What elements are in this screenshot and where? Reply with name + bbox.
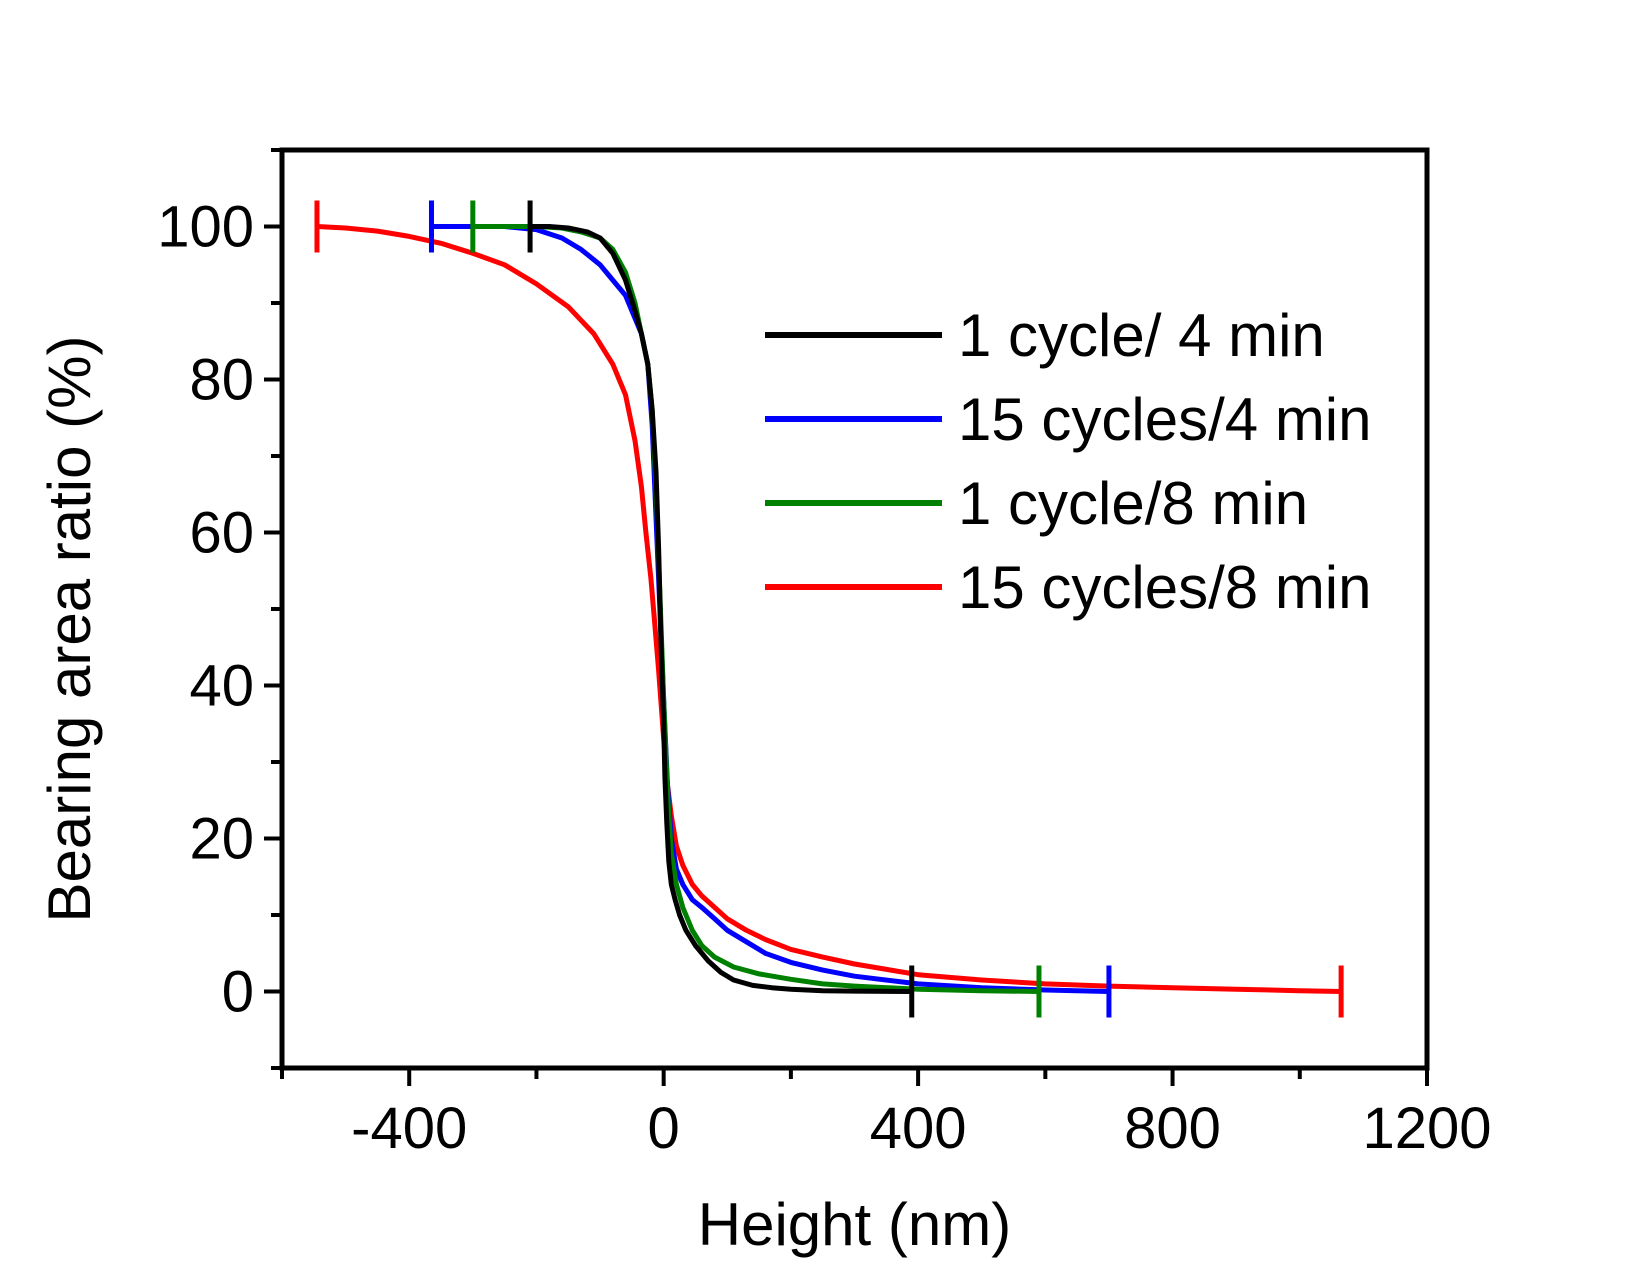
legend: 1 cycle/ 4 min 15 cycles/4 min 1 cycle/8 m… (765, 302, 1372, 621)
series-line-2 (472, 224, 1040, 994)
series-line-0 (530, 224, 912, 994)
legend-label: 15 cycles/4 min (958, 386, 1372, 453)
legend-label: 1 cycle/ 4 min (958, 302, 1325, 369)
x-tick-label: 400 (870, 1096, 967, 1161)
y-tick-label: 60 (189, 501, 254, 566)
y-axis-title: Bearing area ratio (%) (36, 336, 103, 923)
legend-label: 15 cycles/8 min (958, 554, 1372, 621)
x-tick-label: 0 (648, 1096, 680, 1161)
series-layer (316, 224, 1342, 994)
y-tick-label: 40 (189, 654, 254, 719)
y-tick-label: 80 (189, 348, 254, 413)
x-tick-label: 1200 (1362, 1096, 1491, 1161)
y-tick-label: 0 (222, 960, 254, 1025)
ticks-layer (264, 148, 1429, 1086)
x-axis-title: Height (nm) (698, 1191, 1011, 1258)
y-tick-label: 20 (189, 807, 254, 872)
y-tick-label: 100 (157, 195, 254, 260)
tick-label-layer: -400 0 400 800 1200 0 20 40 60 80 100 (157, 195, 1491, 1162)
x-tick-label: -400 (351, 1096, 467, 1161)
end-marker-layer (314, 200, 1344, 1018)
x-tick-label: 800 (1124, 1096, 1221, 1161)
legend-label: 1 cycle/8 min (958, 470, 1308, 537)
